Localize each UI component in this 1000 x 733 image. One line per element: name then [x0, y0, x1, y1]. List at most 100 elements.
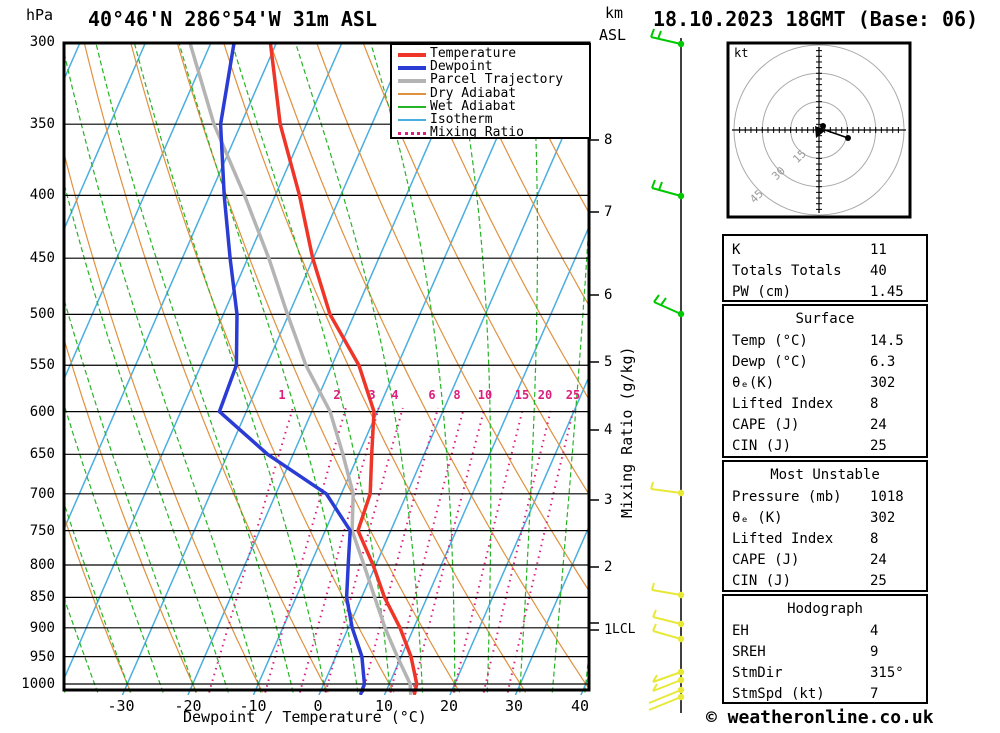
wet-adiabat-line [294, 42, 424, 693]
table-row-label: θₑ (K) [732, 510, 783, 526]
dry-adiabat-line [63, 333, 198, 693]
wind-barb [651, 179, 685, 200]
isotherm-line [383, 222, 590, 695]
hodograph-trace-dot [820, 123, 826, 129]
table-row-label: Dewp (°C) [732, 354, 808, 370]
table-row-value: 1018 [870, 489, 904, 505]
table-row-label: Pressure (mb) [732, 489, 842, 505]
dry-adiabat-line [129, 42, 395, 693]
wind-barb [652, 676, 685, 692]
table-row-value: 302 [870, 510, 896, 526]
table-hodograph: Hodograph EH 4 SREH 9 StmDir 315° StmSpd (kt) 7 [722, 594, 928, 704]
mixing-ratio-line [264, 407, 347, 693]
wind-barb-dot [677, 310, 685, 318]
table-surface: Surface Temp (°C) 14.5 Dewp (°C) 6.3 θₑ(K) 302… [722, 304, 928, 458]
mixing-ratio-value-label: 4 [391, 388, 399, 402]
km-axis-unit: km [605, 4, 624, 22]
table-row-value: 24 [870, 552, 887, 568]
wet-adiabat-line [519, 42, 539, 693]
dry-adiabat-line [63, 511, 132, 693]
wind-barb [653, 294, 685, 318]
table-header: Most Unstable [770, 467, 880, 483]
km-tick-label: 1 [604, 622, 613, 638]
legend-item: Isotherm [392, 112, 589, 127]
legend-label: Isotherm [430, 112, 493, 127]
table-row-value: 8 [870, 531, 879, 547]
km-tick-label: 7 [604, 204, 613, 220]
wet-adiabat-line [551, 195, 590, 693]
pressure-tick-label: 950 [29, 648, 55, 665]
dry-adiabat-line [408, 42, 590, 403]
datetime-label: 18.10.2023 18GMT (Base: 06) [653, 7, 979, 31]
wind-barb [652, 668, 685, 683]
wind-barb-dot [677, 686, 685, 694]
legend-label: Dewpoint [430, 59, 493, 75]
pressure-tick-label: 700 [29, 485, 55, 502]
isotherm-line [63, 42, 343, 684]
mixing-ratio-value-label: 20 [537, 388, 553, 402]
table-row-label: Lifted Index [732, 396, 834, 412]
pressure-tick-label: 650 [29, 446, 55, 463]
legend-item: Dry Adiabat [392, 85, 589, 101]
legend-item: Temperature [392, 47, 589, 61]
wind-barb-dot [677, 192, 685, 200]
dry-adiabat-line [269, 42, 590, 692]
legend-item: Wet Adiabat [392, 98, 589, 114]
hodograph-trace [824, 129, 849, 139]
pressure-tick-label: 550 [29, 357, 55, 374]
wind-barb [648, 693, 685, 711]
legend-label: Mixing Ratio [430, 125, 524, 141]
legend-label: Dry Adiabat [430, 85, 517, 101]
table-row-label: Lifted Index [732, 531, 834, 547]
temperature-curve [268, 42, 419, 695]
hodograph [726, 41, 912, 219]
legend-sample-mixing-ratio [398, 132, 426, 136]
pressure-axis-unit: hPa [26, 6, 54, 24]
wet-adiabat-line [178, 42, 359, 693]
x-tick-label: 0 [313, 697, 323, 715]
wind-barb-dot [677, 40, 685, 48]
legend-item: Dewpoint [392, 59, 589, 75]
parcel-trajectory-curve [187, 42, 413, 695]
table-row-label: Totals Totals [732, 263, 842, 279]
km-tick-label: 4 [604, 422, 613, 438]
table-row-value: 11 [870, 242, 887, 258]
pressure-tick-label: 400 [29, 187, 55, 204]
mixing-ratio-value-label: 3 [368, 388, 376, 402]
mixing-ratio-line [411, 407, 486, 693]
pressure-tick-label: 600 [29, 403, 55, 420]
isotherm-line [514, 522, 590, 695]
table-row-value: 9 [870, 644, 879, 660]
table-most-unstable: Most Unstable Pressure (mb) 1018 θₑ (K) 302 L… [722, 460, 928, 592]
x-tick-label: 10 [374, 697, 394, 715]
wind-barb-dot [677, 693, 685, 701]
wind-barb [652, 623, 685, 643]
isotherm-line [63, 42, 212, 384]
dry-adiabat-line [63, 146, 263, 693]
isotherm-line [449, 372, 590, 695]
table-row-label: StmSpd (kt) [732, 686, 825, 702]
mixing-ratio-line [506, 407, 575, 693]
legend-label: Wet Adiabat [430, 98, 517, 114]
mixing-ratio-value-label: 2 [333, 388, 341, 402]
table-row-value: 8 [870, 396, 879, 412]
isotherm-line [187, 42, 474, 695]
table-row-value: 25 [870, 438, 887, 454]
wet-adiabat-line [63, 177, 229, 693]
isotherm-line [63, 42, 147, 234]
table-row-label: CAPE (J) [732, 417, 800, 433]
pressure-tick-label: 850 [29, 589, 55, 606]
x-tick-label: -10 [239, 697, 267, 715]
km-tick-label: 6 [604, 287, 613, 303]
wet-adiabat-line [133, 42, 327, 693]
table-row-label: StmDir [732, 665, 783, 681]
km-tick-label: 8 [604, 132, 613, 148]
table-header: Surface [795, 311, 855, 327]
mixing-ratio-value-label: 15 [514, 388, 530, 402]
pressure-tick-label: 350 [29, 116, 55, 133]
wind-barb-dot [677, 591, 685, 599]
table-row-label: SREH [732, 644, 766, 660]
mixing-ratio-line [324, 407, 404, 693]
table-row-label: CAPE (J) [732, 552, 800, 568]
legend-item: Parcel Trajectory [392, 73, 589, 87]
